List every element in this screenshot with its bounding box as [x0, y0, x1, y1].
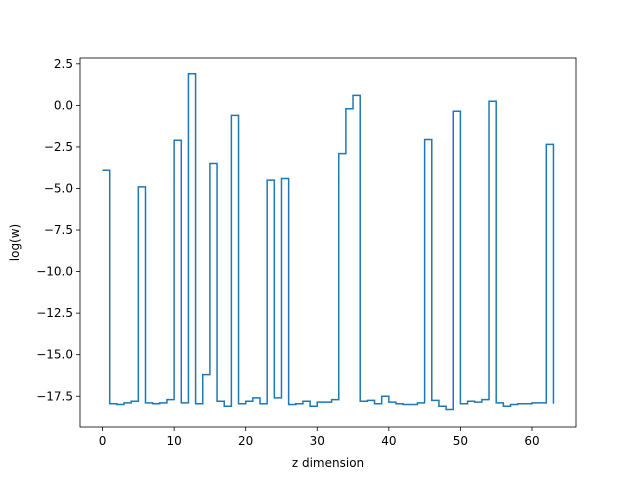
plot-area — [102, 73, 555, 411]
y-axis-label: log(w) — [8, 224, 22, 261]
y-tick-label: 0.0 — [54, 98, 73, 112]
x-tick-label: 0 — [99, 434, 107, 448]
y-tick-label: 2.5 — [54, 57, 73, 71]
axis-ticks: 0 10 20 30 40 50 60 2.5 0.0 −2.5 −5.0 −7.5 −10.0 −12.… — [36, 57, 539, 448]
y-tick-label: −12.5 — [36, 306, 73, 320]
y-tick-label: −2.5 — [44, 140, 73, 154]
axes-frame — [79, 57, 577, 428]
x-tick-label: 60 — [524, 434, 539, 448]
y-tick-label: −7.5 — [44, 223, 73, 237]
series-line — [102, 73, 555, 411]
y-tick-label: −10.0 — [36, 265, 73, 279]
y-tick-label: −17.5 — [36, 389, 73, 403]
x-tick-label: 10 — [166, 434, 181, 448]
x-tick-label: 20 — [238, 434, 253, 448]
y-tick-label: −5.0 — [44, 181, 73, 195]
y-tick-label: −15.0 — [36, 348, 73, 362]
x-tick-label: 30 — [310, 434, 325, 448]
x-axis-label: z dimension — [292, 456, 364, 470]
x-tick-label: 40 — [381, 434, 396, 448]
x-tick-label: 50 — [453, 434, 468, 448]
